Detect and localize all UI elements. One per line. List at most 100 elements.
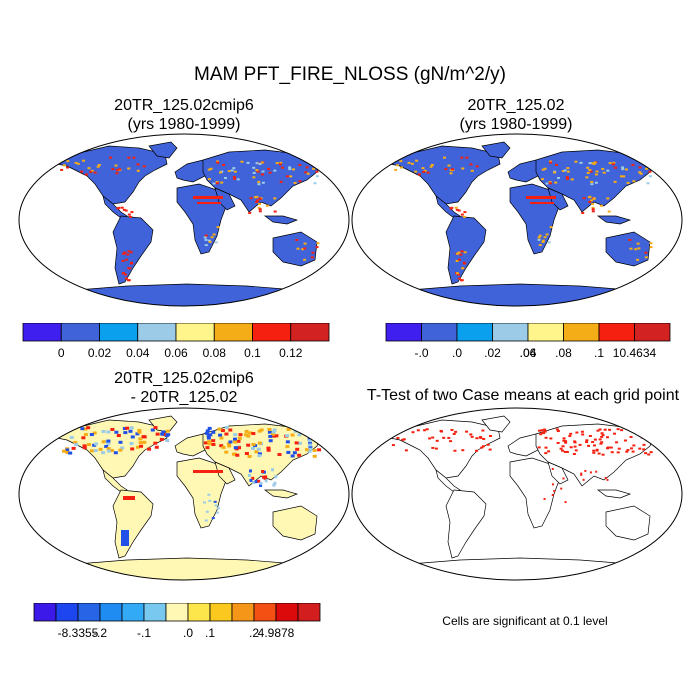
grid-cell (115, 172, 119, 175)
grid-cell (80, 427, 85, 431)
land-arabia (214, 461, 236, 485)
grid-cell (543, 167, 547, 170)
grid-cell (303, 247, 307, 250)
grid-cell (443, 156, 447, 159)
grid-cell (545, 233, 549, 236)
grid-cell (561, 170, 565, 173)
grid-cell (211, 442, 216, 446)
grid-cell (279, 161, 283, 164)
grid-cell (394, 168, 398, 171)
grid-cell (588, 434, 592, 437)
grid-cell (591, 208, 595, 211)
grid-cell (104, 445, 109, 449)
grid-cell (86, 443, 91, 447)
grid-cell (625, 168, 629, 171)
grid-cell (65, 450, 70, 454)
grid-cell (592, 197, 596, 200)
grid-cell (580, 472, 583, 475)
grid-cell (569, 432, 573, 435)
grid-cell (106, 439, 111, 443)
colorbar-swatch (231, 603, 255, 622)
colorbar-label: .02 (484, 346, 501, 360)
grid-cell (93, 171, 97, 174)
grid-cell (460, 156, 464, 159)
grid-cell (240, 160, 244, 163)
grid-cell (211, 517, 215, 520)
map-border (351, 407, 683, 581)
grid-cell (135, 445, 140, 449)
grid-cell (615, 441, 619, 444)
grid-cell (573, 445, 577, 448)
colorbar-swatch (598, 323, 635, 342)
grid-cell (213, 500, 217, 503)
grid-cell (599, 442, 603, 445)
grid-cell (434, 447, 438, 450)
grid-cell (547, 450, 551, 453)
panel-3-title-line2: - 20TR_125.02 (130, 389, 238, 406)
grid-cell (623, 439, 627, 442)
grid-cell (586, 166, 590, 169)
grid-cell (264, 475, 268, 479)
grid-cell (423, 429, 427, 432)
grid-cell (264, 479, 268, 483)
grid-cell (425, 428, 429, 431)
grid-cell (564, 441, 568, 444)
grid-cell (588, 162, 592, 165)
grid-cell (296, 428, 301, 432)
grid-cell (260, 173, 264, 176)
grid-cell (197, 202, 221, 204)
grid-cell (68, 451, 73, 455)
grid-cell (286, 450, 291, 454)
grid-cell (586, 171, 590, 174)
grid-cell (566, 170, 570, 173)
grid-cell (285, 175, 289, 178)
grid-cell (90, 169, 94, 172)
grid-cell (255, 169, 259, 172)
map-ttest (351, 407, 683, 581)
grid-cell (58, 431, 63, 435)
colorbar-label: .1 (205, 626, 215, 640)
grid-cell (260, 161, 264, 164)
colorbar-swatch (165, 603, 189, 622)
grid-cell (266, 448, 271, 452)
grid-cell (285, 440, 290, 444)
grid-cell (649, 246, 653, 249)
grid-cell (165, 439, 170, 443)
grid-cell (258, 210, 262, 213)
grid-cell (644, 251, 648, 254)
grid-cell (155, 432, 160, 436)
grid-cell (267, 167, 271, 170)
grid-cell (648, 175, 652, 178)
grid-cell (132, 156, 136, 159)
grid-cell (588, 195, 592, 198)
grid-cell (139, 444, 144, 448)
grid-cell (224, 432, 229, 436)
land-indonesia (263, 215, 299, 225)
grid-cell (136, 169, 140, 172)
colorbar-label: -.0 (414, 346, 428, 360)
grid-cell (218, 171, 222, 174)
grid-cell (597, 452, 601, 455)
grid-cell (271, 430, 276, 434)
grid-cell (206, 436, 211, 440)
grid-cell (130, 262, 134, 265)
grid-cell (311, 251, 315, 254)
grid-cell (118, 448, 123, 452)
grid-cell (630, 447, 634, 450)
grid-cell (252, 481, 256, 485)
grid-cell (207, 442, 212, 446)
grid-cell (268, 434, 273, 438)
grid-cell (248, 431, 253, 435)
grid-cell (216, 507, 220, 510)
grid-cell (593, 438, 597, 441)
grid-cell (123, 431, 128, 435)
grid-cell (295, 238, 299, 241)
colorbar-swatch (22, 323, 62, 342)
panel-4-title-line1: T-Test of two Case means at each grid po… (366, 387, 680, 404)
grid-cell (233, 433, 238, 437)
grid-cell (114, 164, 118, 167)
colorbar-swatch (121, 603, 145, 622)
grid-cell (142, 440, 147, 444)
grid-cell (554, 181, 558, 184)
grid-cell (277, 453, 282, 457)
